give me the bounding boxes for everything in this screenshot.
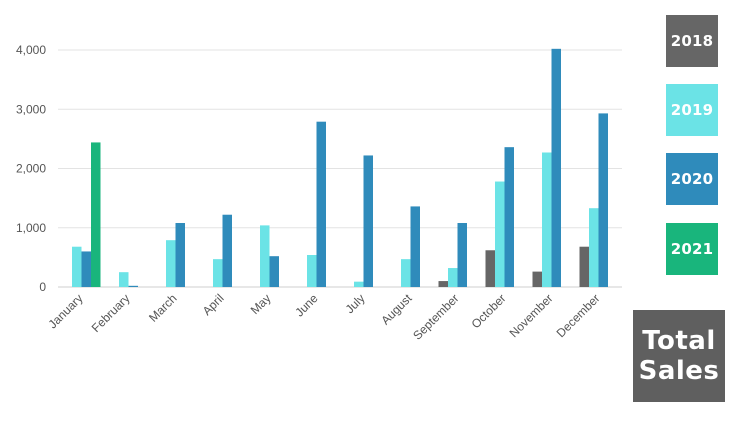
x-tick-label: July [343,291,368,316]
legend-item-2018: 2018 [666,15,718,67]
legend-label-2021: 2021 [670,240,714,258]
y-tick-label: 0 [39,280,46,294]
bar-2020-september [457,223,467,287]
bar-2020-april [222,214,232,287]
legend-label-2019: 2019 [670,101,714,119]
bar-2020-october [504,147,514,287]
x-tick-label: June [292,291,321,320]
bar-2018-october [485,250,495,287]
x-tick-label: April [200,291,227,318]
bar-2019-march [166,240,176,287]
bar-2019-may [260,225,270,287]
x-axis-ticks: January February March April May June July Augu… [46,291,603,343]
x-tick-label: March [146,291,179,324]
y-tick-label: 4,000 [16,43,46,57]
bar-2019-january [72,246,82,287]
bar-2020-december [598,113,608,288]
x-tick-label: February [89,291,133,335]
x-tick-label: September [410,291,461,342]
legend-item-2019: 2019 [666,84,718,136]
bar-2020-june [316,121,326,287]
y-tick-label: 3,000 [16,102,46,116]
legend-item-2021: 2021 [666,223,718,275]
bar-2018-december [579,246,589,287]
bar-2020-may [269,256,279,287]
bar-2020-august [410,206,420,287]
bars-layer [72,48,608,288]
bar-2019-october [495,181,505,287]
legend-label-2018: 2018 [670,32,714,50]
grid-layer [58,49,622,288]
bar-2020-march [175,223,185,287]
total-sales-line1: Total [642,326,716,356]
bar-2019-september [448,268,458,287]
x-tick-label: November [507,291,556,340]
bar-2019-july [354,281,364,287]
x-tick-label: January [46,291,86,331]
bar-2020-july [363,155,373,287]
bar-2018-september [438,281,448,287]
bar-2019-december [589,208,599,287]
bar-2021-january [91,142,101,287]
bar-2019-april [213,259,223,287]
y-axis-ticks: 0 1,000 2,000 3,000 4,000 [16,43,46,294]
bar-2020-january [81,251,91,287]
total-sales-line2: Sales [638,356,720,386]
total-sales-panel: Total Sales [633,310,725,402]
x-tick-label: October [469,291,509,331]
bar-2019-june [307,255,317,287]
legend-label-2020: 2020 [670,170,714,188]
legend-item-2020: 2020 [666,153,718,205]
bar-2019-august [401,259,411,287]
bar-2019-november [542,152,552,287]
x-tick-label: May [248,291,274,317]
bar-2020-february [128,285,138,287]
y-tick-label: 2,000 [16,162,46,176]
bar-2018-november [532,271,542,287]
bar-2019-february [119,272,129,287]
bar-2020-november [551,48,561,287]
x-tick-label: December [554,291,603,340]
y-tick-label: 1,000 [16,221,46,235]
x-tick-label: August [378,291,415,328]
